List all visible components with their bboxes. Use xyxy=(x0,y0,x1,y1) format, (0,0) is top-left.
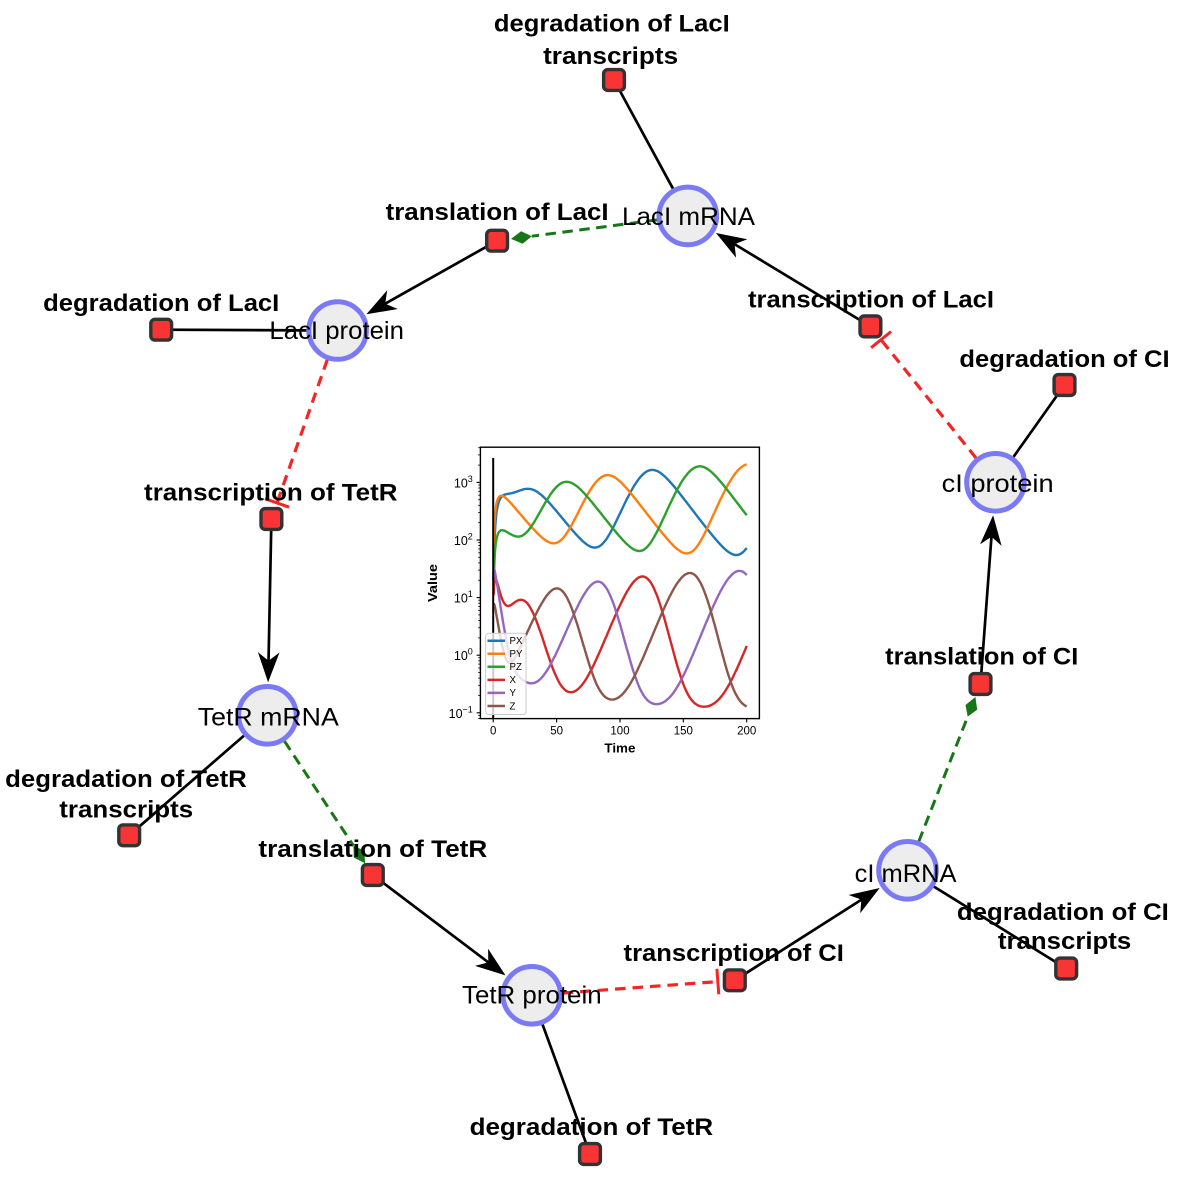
svg-text:degradation of CI: degradation of CI xyxy=(959,346,1169,373)
svg-text:transcription of TetR: transcription of TetR xyxy=(144,479,398,506)
svg-text:150: 150 xyxy=(674,726,693,738)
svg-text:cI protein: cI protein xyxy=(942,470,1054,498)
svg-text:PX: PX xyxy=(510,636,523,647)
svg-text:Time: Time xyxy=(604,742,635,756)
svg-text:0: 0 xyxy=(490,726,496,738)
svg-text:TetR protein: TetR protein xyxy=(462,981,602,1009)
svg-text:200: 200 xyxy=(737,726,756,738)
svg-text:degradation of LacI: degradation of LacI xyxy=(43,290,279,317)
svg-text:50: 50 xyxy=(550,726,563,738)
svg-text:Value: Value xyxy=(426,564,440,602)
svg-text:Y: Y xyxy=(510,688,517,699)
svg-text:degradation of LacI: degradation of LacI xyxy=(494,11,730,38)
svg-text:translation of TetR: translation of TetR xyxy=(258,836,487,863)
svg-text:100: 100 xyxy=(610,726,629,738)
svg-text:cI mRNA: cI mRNA xyxy=(855,860,957,888)
svg-text:transcription of CI: transcription of CI xyxy=(624,940,844,967)
svg-text:LacI mRNA: LacI mRNA xyxy=(622,203,755,231)
svg-text:transcripts: transcripts xyxy=(59,797,193,824)
svg-text:translation of CI: translation of CI xyxy=(885,644,1078,671)
svg-text:transcription of LacI: transcription of LacI xyxy=(748,286,994,313)
svg-text:degradation of TetR: degradation of TetR xyxy=(470,1114,714,1141)
svg-text:TetR mRNA: TetR mRNA xyxy=(198,703,339,731)
svg-text:X: X xyxy=(510,675,517,686)
svg-text:degradation of CI: degradation of CI xyxy=(957,899,1169,926)
svg-text:PZ: PZ xyxy=(510,662,522,673)
svg-text:LacI protein: LacI protein xyxy=(269,317,404,345)
svg-text:transcripts: transcripts xyxy=(998,928,1131,955)
svg-text:PY: PY xyxy=(510,649,523,660)
svg-text:degradation of TetR: degradation of TetR xyxy=(5,766,247,793)
svg-text:translation of LacI: translation of LacI xyxy=(386,199,609,226)
svg-text:transcripts: transcripts xyxy=(543,43,678,70)
svg-text:Z: Z xyxy=(510,701,516,712)
